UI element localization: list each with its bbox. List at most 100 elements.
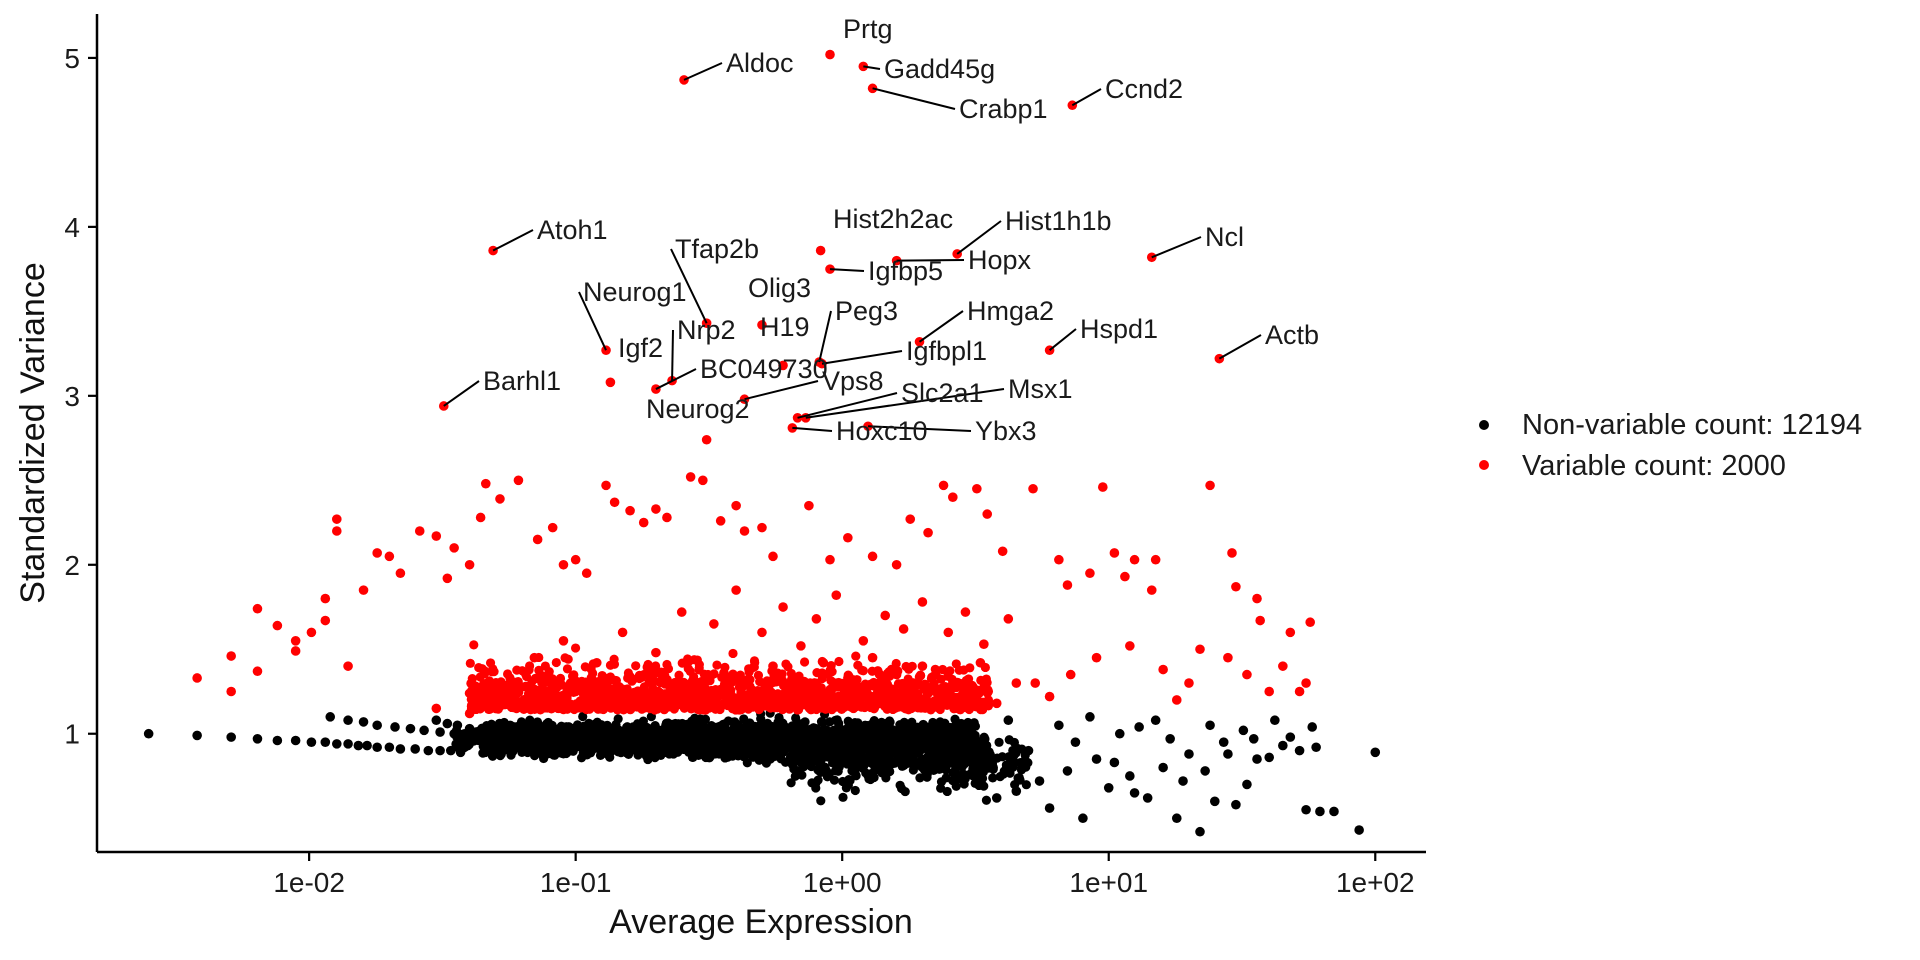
data-point [792,678,803,688]
data-point [997,546,1008,557]
data-point [1329,806,1339,817]
data-point [1231,581,1241,592]
data-point [1097,482,1108,492]
data-point [719,668,729,678]
data-point [1158,762,1168,773]
y-tick-label: 5 [64,43,80,74]
data-point [423,745,434,756]
y-tick-label: 1 [64,719,80,750]
gene-labels: Prtg Aldoc Gadd45g Crabp1 Ccnd2 Atoh1 Hist2h2a… [483,14,1319,446]
ticks: 1e-02 1e-01 1e+00 1e+01 1e+02 1 2 3 4 5 [64,43,1414,898]
data-point [880,610,891,621]
data-point [1171,813,1182,824]
series-1-points [192,49,1316,719]
data-point [1150,554,1161,565]
data-point [431,531,442,541]
data-point [226,732,236,742]
data-point [1307,722,1318,732]
data-point [1227,548,1237,558]
data-point [825,554,835,565]
data-point [1242,779,1252,790]
data-point [570,554,581,565]
data-point [290,735,301,746]
data-point [1205,720,1215,731]
gene-label-peg3: Peg3 [835,296,898,326]
gene-label-crabp1: Crabp1 [959,94,1048,124]
data-point [948,492,958,503]
data-point [1285,732,1296,742]
data-point [252,603,263,614]
gene-label-bc049730: BC049730 [700,354,828,384]
leader-line [443,380,480,407]
data-point [1065,669,1076,680]
data-point [325,712,336,722]
data-point [709,619,719,629]
data-point [449,543,459,553]
data-point [431,703,442,714]
data-point [774,701,784,712]
data-point [252,734,263,744]
data-point [1195,644,1205,655]
data-point [1103,782,1114,793]
data-point [1294,745,1305,756]
data-point [757,627,767,638]
gene-label-neurog1: Neurog1 [583,277,687,307]
data-point [272,620,283,631]
gene-label-vps8: Vps8 [822,366,884,396]
leader-line [863,65,881,70]
data-point [431,715,442,726]
data-point [651,647,661,658]
data-point [768,551,778,562]
data-point [226,686,236,697]
data-point [1278,661,1288,671]
labeled-point-h19 [778,360,788,371]
data-point [938,480,949,491]
leader-lines [443,62,1262,432]
leader-line [1048,328,1077,351]
data-point [464,723,475,734]
leader-line [744,380,819,401]
leader-line [1218,334,1262,360]
data-point [1242,669,1252,680]
leader-line [872,87,956,110]
data-point [1150,715,1161,726]
gene-label-nrp2: Nrp2 [677,315,736,345]
data-point [343,661,353,671]
data-point [1044,803,1055,813]
gene-label-hspd1: Hspd1 [1080,314,1158,344]
labeled-point-igf2 [605,377,616,388]
data-point [511,703,522,714]
data-point [1252,593,1262,604]
data-point [975,657,986,668]
data-point [1294,686,1305,697]
data-point [858,636,869,646]
data-point [513,475,524,486]
data-point [1264,686,1275,697]
data-point [933,695,944,705]
leader-line [655,368,697,390]
data-point [1129,554,1140,565]
data-point [1223,749,1233,759]
data-point [306,627,317,638]
gene-label-aldoc: Aldoc [726,48,794,78]
data-point [435,727,445,737]
leader-line [956,220,1002,255]
data-point [778,602,788,612]
data-point [331,514,342,524]
data-point [419,725,429,736]
gene-label-slc2a1: Slc2a1 [901,378,984,408]
data-point [617,627,628,638]
gene-label-igf2: Igf2 [618,333,663,363]
gene-label-h19: H19 [760,312,810,342]
data-point [1252,754,1262,764]
data-point [1200,766,1210,776]
data-point [731,500,741,511]
data-point [1231,799,1241,810]
data-point [384,742,395,753]
data-point [1011,786,1022,796]
data-point [475,725,486,736]
leader-line [1151,236,1202,259]
data-point [1165,734,1175,744]
data-point [1270,715,1280,726]
data-point [768,661,778,671]
